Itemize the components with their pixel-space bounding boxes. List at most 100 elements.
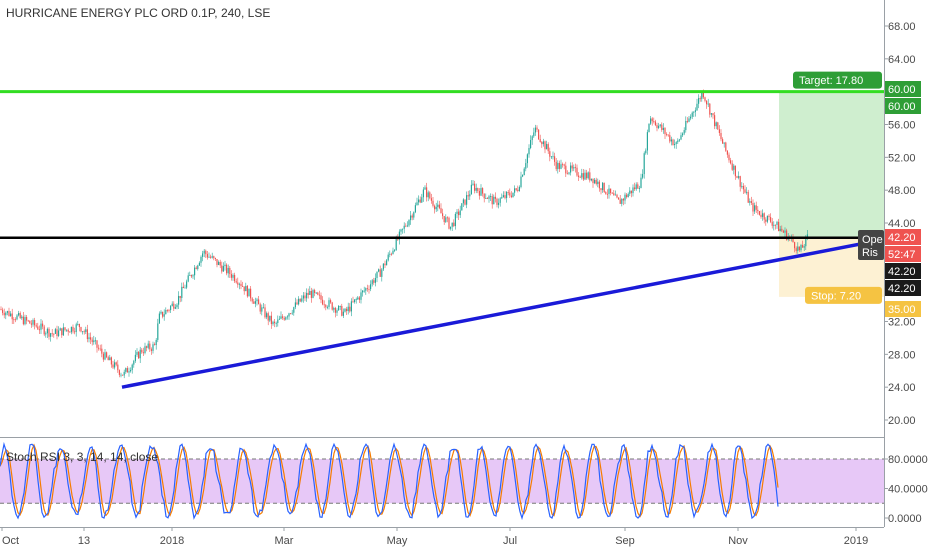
position-overlay-label: Ope Ris (858, 230, 884, 260)
candle (142, 347, 144, 357)
candle (366, 284, 368, 292)
candle (253, 299, 255, 304)
candle (502, 191, 504, 198)
candle (701, 91, 703, 102)
candle (230, 270, 232, 281)
candle (363, 286, 365, 293)
candle (77, 320, 79, 326)
candle (139, 346, 141, 364)
candle (669, 131, 671, 144)
candle (709, 102, 711, 118)
candle (750, 196, 752, 205)
candle (162, 311, 164, 319)
candle (550, 155, 552, 159)
candle (720, 129, 722, 142)
candle (218, 260, 220, 266)
candle (606, 189, 608, 199)
candle (88, 332, 90, 343)
candle (403, 222, 405, 234)
candle (91, 337, 93, 346)
candle (765, 217, 767, 226)
time-tick-label: Mar (275, 535, 294, 547)
candle (138, 350, 140, 359)
price-tag: 35.00 (885, 301, 921, 317)
svg-text:60.00: 60.00 (888, 84, 916, 96)
candle (661, 122, 663, 132)
candle (706, 100, 708, 109)
candle (696, 98, 698, 112)
candle (419, 196, 421, 204)
candle (560, 159, 562, 170)
candle (536, 125, 538, 133)
candle (205, 249, 207, 258)
candle (629, 187, 631, 197)
price-pane[interactable] (0, 0, 884, 437)
candle (82, 331, 84, 335)
time-axis[interactable]: Oct 13 2018 Mar May Jul Sep Nov 2019 (1, 527, 868, 547)
candle (453, 219, 455, 228)
candle (691, 111, 693, 120)
candle (117, 360, 119, 373)
candle (53, 333, 55, 338)
stoch-tick-label: 80.0000 (888, 454, 928, 466)
candle (373, 277, 375, 285)
candle (384, 260, 386, 268)
candle (533, 127, 535, 138)
candle (285, 316, 287, 321)
candle (530, 135, 532, 150)
candle (437, 200, 439, 212)
candle (376, 271, 378, 283)
candle (589, 168, 591, 183)
candle (653, 117, 655, 124)
candle (386, 258, 388, 266)
target-zone[interactable] (779, 91, 884, 238)
candle (51, 328, 53, 337)
candle (242, 281, 244, 287)
time-tick-label: May (387, 535, 408, 547)
candle (128, 367, 130, 377)
candle (72, 324, 74, 334)
candle (158, 311, 160, 324)
candle (179, 295, 181, 303)
candle (733, 163, 735, 175)
candle (266, 311, 268, 320)
price-tag: 42.20 (885, 263, 921, 279)
candle (579, 175, 581, 178)
candle (222, 262, 224, 272)
stoch-axis[interactable]: 0.0000 40.0000 80.0000 (884, 454, 928, 525)
candle (2, 307, 4, 316)
candle (685, 116, 687, 133)
candle (195, 265, 197, 270)
candle (784, 227, 786, 238)
candle (352, 296, 354, 303)
candle (523, 167, 525, 176)
candle (651, 117, 653, 126)
candle (674, 139, 676, 149)
candle (466, 191, 468, 209)
candle (512, 192, 514, 198)
candle (59, 327, 61, 331)
candle (133, 359, 135, 368)
candle (630, 190, 632, 198)
candle (208, 252, 210, 258)
candle (309, 286, 311, 295)
candle (219, 259, 221, 269)
candle (163, 309, 165, 321)
candle (429, 191, 431, 200)
candle (144, 342, 146, 355)
candle (182, 282, 184, 289)
candle (227, 264, 229, 278)
candle (29, 320, 31, 324)
trendline[interactable] (121, 237, 885, 389)
candle (109, 354, 111, 361)
candle (302, 291, 304, 303)
stoch-tick-label: 0.0000 (888, 513, 922, 525)
candle (611, 191, 613, 194)
candle (269, 315, 271, 323)
stoch-d-line (0, 443, 779, 518)
candle (344, 308, 346, 313)
candle (621, 198, 623, 207)
candle (634, 182, 636, 192)
candle (286, 315, 288, 320)
